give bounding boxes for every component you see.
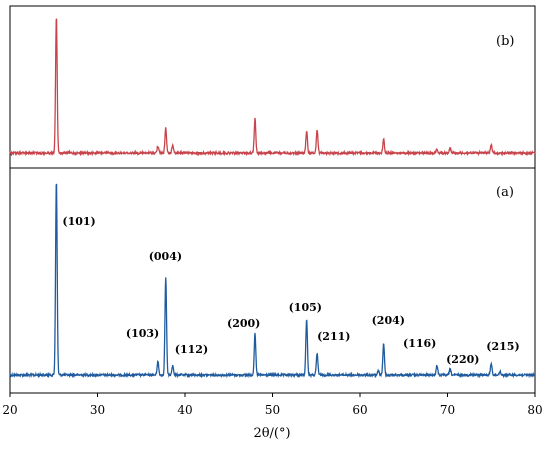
x-tick-label-20: 20 [2, 403, 17, 417]
peak-label: (004) [149, 250, 182, 263]
peak-label: (220) [446, 353, 479, 366]
x-tick-label-50: 50 [265, 403, 280, 417]
series-line-a [9, 183, 536, 379]
x-tick-label-70: 70 [440, 403, 455, 417]
peak-label: (105) [289, 301, 322, 314]
x-tick-label-80: 80 [527, 403, 542, 417]
peak-label: (101) [62, 215, 95, 228]
x-tick-label-40: 40 [177, 403, 192, 417]
x-tick-label-60: 60 [352, 403, 367, 417]
peak-label: (116) [403, 337, 436, 350]
peak-label: (112) [175, 343, 208, 356]
peak-label: (215) [486, 340, 519, 353]
peak-label: (204) [372, 314, 405, 327]
peak-annotations: (101) (103) (004) (112) (200) (105) (211) (204)… [62, 215, 519, 366]
series-layer [9, 18, 536, 379]
peak-label: (211) [317, 330, 350, 343]
peak-label: (200) [227, 317, 260, 330]
x-axis-ticks: 20 30 40 50 60 70 80 [2, 393, 543, 417]
panel-label-b: (b) [496, 34, 514, 49]
x-tick-label-30: 30 [90, 403, 105, 417]
peak-label: (103) [126, 327, 159, 340]
panel-label-a: (a) [496, 185, 514, 200]
plot-frame [9, 5, 536, 394]
series-line-b [9, 18, 536, 157]
x-axis-title: 2θ/(°) [253, 426, 290, 441]
